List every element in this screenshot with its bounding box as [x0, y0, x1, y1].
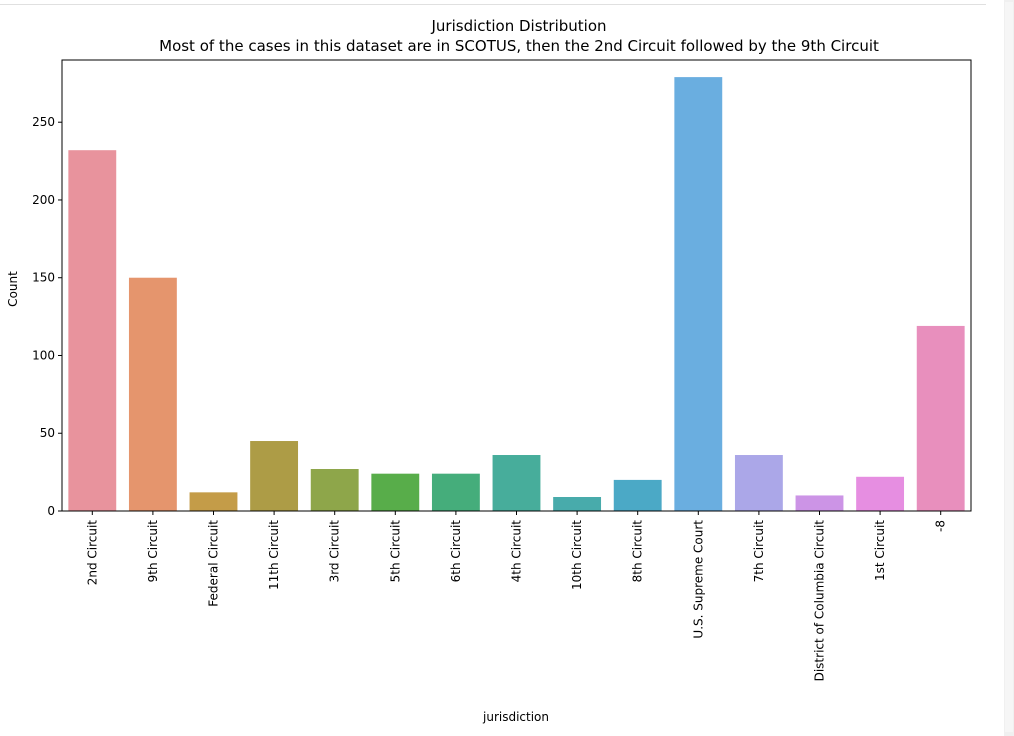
x-tick-label: 6th Circuit — [449, 520, 463, 583]
y-tick-label: 150 — [32, 271, 55, 285]
bar-3rd-circuit — [310, 469, 359, 511]
x-axis: 2nd Circuit 9th Circuit Federal Circuit 11t… — [85, 511, 948, 682]
x-tick-label: 11th Circuit — [267, 520, 281, 590]
bar-district-of-columbia-circuit — [795, 495, 844, 511]
bar-10th-circuit — [553, 497, 602, 511]
x-tick-label: 7th Circuit — [752, 520, 766, 583]
y-tick-label: 0 — [47, 504, 55, 518]
bar-4th-circuit — [492, 455, 541, 511]
chart-title: Jurisdiction Distribution — [430, 17, 606, 35]
x-tick-label: 4th Circuit — [510, 520, 524, 583]
plot-frame — [61, 59, 972, 512]
x-tick-label: 10th Circuit — [570, 520, 584, 590]
bar-8 — [916, 325, 965, 511]
bar-9th-circuit — [128, 277, 177, 511]
x-tick-label: 5th Circuit — [388, 520, 402, 583]
scrollbar-thumb[interactable] — [1005, 2, 1013, 732]
chart-subtitle: Most of the cases in this dataset are in… — [159, 37, 879, 55]
y-tick-label: 250 — [32, 115, 55, 129]
bar-federal-circuit — [189, 492, 238, 511]
y-axis-label: Count — [6, 271, 20, 307]
x-tick-label: -8 — [934, 520, 948, 532]
bar-7th-circuit — [734, 455, 783, 511]
bars-group — [68, 77, 965, 512]
bar-5th-circuit — [371, 473, 420, 511]
bar-8th-circuit — [613, 479, 662, 511]
x-tick-label: 1st Circuit — [873, 520, 887, 581]
bar-1st-circuit — [856, 476, 905, 511]
y-tick-label: 50 — [40, 426, 55, 440]
x-tick-label: 9th Circuit — [146, 520, 160, 583]
x-tick-label: Federal Circuit — [207, 520, 221, 607]
y-tick-label: 100 — [32, 348, 55, 362]
y-tick-label: 200 — [32, 193, 55, 207]
x-tick-label: 2nd Circuit — [85, 520, 99, 586]
y-axis: 0 50 100 150 200 250 — [32, 115, 62, 518]
x-tick-label: U.S. Supreme Court — [691, 520, 705, 639]
bar-u-s-supreme-court — [674, 77, 723, 512]
bar-6th-circuit — [431, 473, 480, 511]
x-axis-label: jurisdiction — [482, 710, 549, 724]
bar-2nd-circuit — [68, 150, 117, 511]
scrollbar-track[interactable] — [1004, 0, 1014, 736]
x-tick-label: 3rd Circuit — [328, 520, 342, 583]
bar-11th-circuit — [250, 441, 299, 511]
x-tick-label: 8th Circuit — [631, 520, 645, 583]
top-border — [0, 0, 986, 5]
x-tick-label: District of Columbia Circuit — [813, 520, 827, 682]
